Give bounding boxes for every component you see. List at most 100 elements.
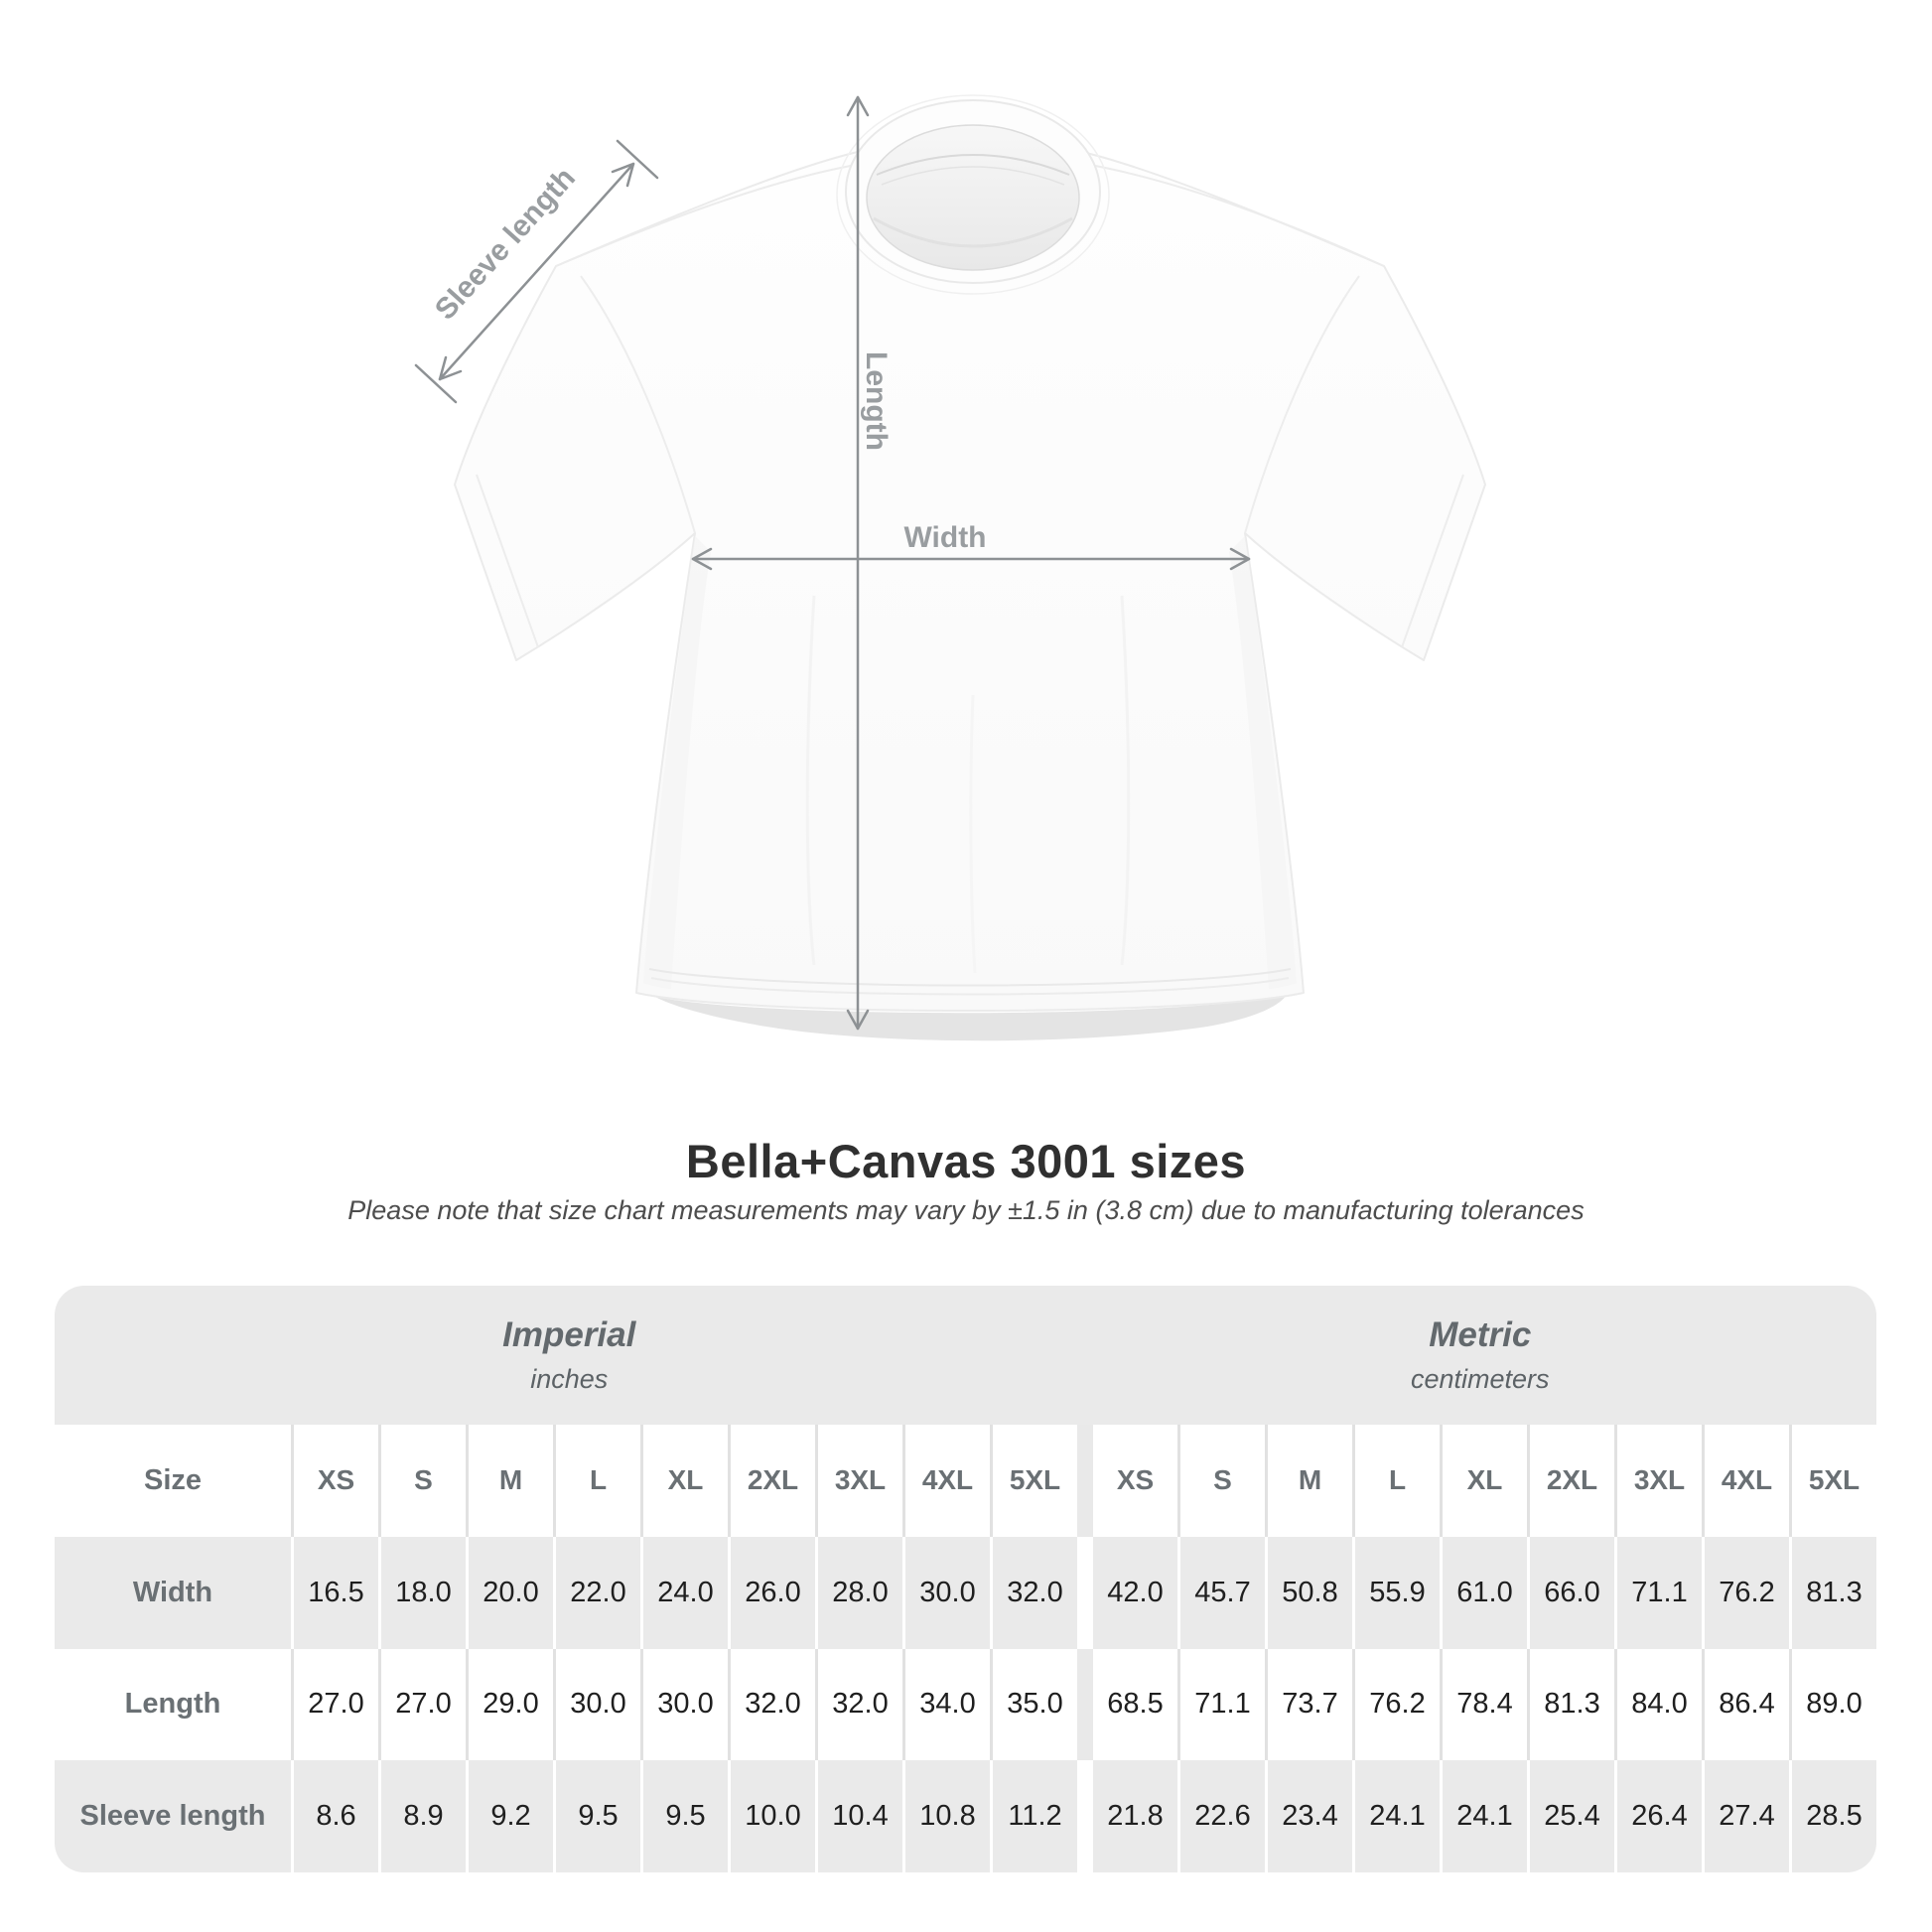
value-cell: 23.4 (1265, 1760, 1352, 1872)
metric-unit-label: centimeters (1410, 1364, 1550, 1394)
value-cell: 76.2 (1352, 1648, 1440, 1761)
value-cell: 9.5 (640, 1760, 728, 1872)
tshirt-graphic (454, 144, 1486, 1012)
value-cell: 27.0 (378, 1648, 466, 1761)
size-header-cell: M (1265, 1425, 1352, 1537)
size-header-cell: 2XL (1527, 1425, 1614, 1537)
size-header-cell: 3XL (815, 1425, 902, 1537)
size-header-cell: XS (1077, 1425, 1177, 1537)
unit-group-imperial: Imperial inches (55, 1286, 1084, 1425)
unit-group-metric: Metric centimeters (1084, 1286, 1877, 1425)
value-cell: 45.7 (1177, 1536, 1265, 1649)
value-cell: 11.2 (990, 1760, 1077, 1872)
unit-band-row: Imperial inches Metric centimeters (55, 1286, 1876, 1425)
value-cell: 18.0 (378, 1536, 466, 1649)
width-label: Width (903, 521, 986, 554)
length-arrow (846, 95, 870, 1031)
size-header-cell: S (378, 1425, 466, 1537)
size-header-cell: 4XL (1702, 1425, 1789, 1537)
value-cell: 26.0 (728, 1536, 815, 1649)
value-cell: 10.8 (902, 1760, 990, 1872)
value-cell: 22.0 (553, 1536, 640, 1649)
tshirt-collar (836, 94, 1110, 295)
value-cell: 32.0 (815, 1648, 902, 1761)
table-row-sleeve-length: Sleeve length 8.6 8.9 9.2 9.5 9.5 10.0 10.4 10.… (55, 1760, 1876, 1872)
value-cell: 73.7 (1265, 1648, 1352, 1761)
value-cell: 29.0 (466, 1648, 553, 1761)
value-cell: 89.0 (1789, 1648, 1876, 1761)
value-cell: 76.2 (1702, 1536, 1789, 1649)
imperial-unit-label: inches (530, 1364, 609, 1394)
value-cell: 34.0 (902, 1648, 990, 1761)
value-cell: 25.4 (1527, 1760, 1614, 1872)
table-row-width: Width 16.5 18.0 20.0 22.0 24.0 26.0 28.0 30.0 32… (55, 1536, 1876, 1649)
value-cell: 71.1 (1177, 1648, 1265, 1761)
value-cell: 27.0 (291, 1648, 378, 1761)
value-cell: 24.0 (640, 1536, 728, 1649)
value-cell: 20.0 (466, 1536, 553, 1649)
size-column-header: Size (143, 1463, 203, 1496)
value-cell: 66.0 (1527, 1536, 1614, 1649)
value-cell: 16.5 (291, 1536, 378, 1649)
size-header-cell: S (1177, 1425, 1265, 1537)
value-cell: 28.0 (815, 1536, 902, 1649)
size-header-cell: 5XL (1789, 1425, 1876, 1537)
row-label-length: Length (124, 1688, 221, 1721)
value-cell: 86.4 (1702, 1648, 1789, 1761)
size-chart-title: Bella+Canvas 3001 sizes (685, 1135, 1247, 1187)
size-chart-subtitle: Please note that size chart measurements… (347, 1195, 1585, 1225)
value-cell: 30.0 (553, 1648, 640, 1761)
value-cell: 24.1 (1352, 1760, 1440, 1872)
metric-label: Metric (1429, 1315, 1532, 1354)
size-header-cell: M (466, 1425, 553, 1537)
value-cell: 84.0 (1614, 1648, 1702, 1761)
row-label-sleeve-length: Sleeve length (79, 1800, 266, 1833)
value-cell: 81.3 (1527, 1648, 1614, 1761)
value-cell: 21.8 (1077, 1760, 1177, 1872)
value-cell: 35.0 (990, 1648, 1077, 1761)
value-cell: 32.0 (728, 1648, 815, 1761)
value-cell: 27.4 (1702, 1760, 1789, 1872)
tshirt-measurement-diagram: Length Width Sleeve length (414, 94, 1486, 1041)
value-cell: 50.8 (1265, 1536, 1352, 1649)
size-header-row: Size XS S M L XL 2XL 3XL 4XL 5XL XS S M L XL 2XL 3XL 4XL… (55, 1425, 1876, 1537)
value-cell: 61.0 (1440, 1536, 1527, 1649)
length-label: Length (860, 351, 893, 451)
value-cell: 22.6 (1177, 1760, 1265, 1872)
value-cell: 32.0 (990, 1536, 1077, 1649)
value-cell: 8.9 (378, 1760, 466, 1872)
tshirt-back-hem (655, 995, 1287, 1041)
value-cell: 9.5 (553, 1760, 640, 1872)
size-header-cell: 4XL (902, 1425, 990, 1537)
value-cell: 28.5 (1789, 1760, 1876, 1872)
value-cell: 26.4 (1614, 1760, 1702, 1872)
imperial-label: Imperial (502, 1315, 636, 1354)
value-cell: 9.2 (466, 1760, 553, 1872)
value-cell: 42.0 (1077, 1536, 1177, 1649)
width-arrow (691, 547, 1251, 571)
value-cell: 10.0 (728, 1760, 815, 1872)
value-cell: 24.1 (1440, 1760, 1527, 1872)
value-cell: 81.3 (1789, 1536, 1876, 1649)
value-cell: 71.1 (1614, 1536, 1702, 1649)
size-header-cell: XL (1440, 1425, 1527, 1537)
sleeve-length-arrow (414, 139, 659, 404)
row-label-width: Width (132, 1576, 213, 1608)
value-cell: 68.5 (1077, 1648, 1177, 1761)
size-header-cell: 5XL (990, 1425, 1077, 1537)
value-cell: 30.0 (640, 1648, 728, 1761)
size-header-cell: L (553, 1425, 640, 1537)
size-header-cell: XS (291, 1425, 378, 1537)
value-cell: 78.4 (1440, 1648, 1527, 1761)
size-header-cell: 2XL (728, 1425, 815, 1537)
size-header-cell: 3XL (1614, 1425, 1702, 1537)
size-header-cell: L (1352, 1425, 1440, 1537)
value-cell: 8.6 (291, 1760, 378, 1872)
size-header-cell: XL (640, 1425, 728, 1537)
value-cell: 55.9 (1352, 1536, 1440, 1649)
value-cell: 10.4 (815, 1760, 902, 1872)
size-table: Imperial inches Metric centimeters Size … (55, 1286, 1876, 1872)
value-cell: 30.0 (902, 1536, 990, 1649)
table-row-length: Length 27.0 27.0 29.0 30.0 30.0 32.0 32.0 34.0 3… (55, 1648, 1876, 1761)
